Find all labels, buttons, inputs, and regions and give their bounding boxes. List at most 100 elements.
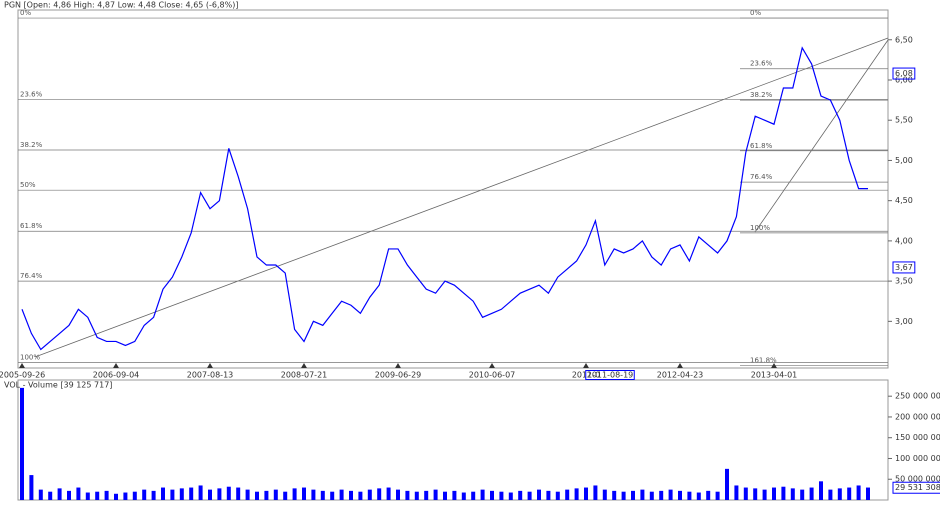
volume-bar [320, 490, 325, 500]
volume-bar [255, 491, 259, 500]
x-tick-label: 2010-06-07 [469, 371, 516, 380]
y-tick-label: 150 000 000 [895, 433, 940, 442]
y-tick-label: 6,00 [895, 75, 913, 84]
volume-bar [424, 490, 429, 500]
volume-bar [640, 489, 645, 500]
fib-label: 0% [20, 9, 31, 17]
volume-bar [273, 489, 278, 500]
date-marker [301, 363, 307, 368]
volume-bar [405, 490, 410, 500]
volume-bar [20, 387, 24, 500]
volume-bar [414, 491, 419, 500]
y-tick-label: 5,50 [895, 116, 913, 125]
volume-bar [377, 488, 382, 500]
volume-bar [367, 489, 372, 500]
volume-bar [226, 486, 231, 500]
fib-label: 100% [750, 224, 770, 232]
volume-bar [649, 491, 654, 500]
fib-label: 61.8% [750, 142, 773, 150]
volume-bar [179, 488, 184, 500]
volume-bar [283, 491, 288, 500]
date-marker [489, 363, 495, 368]
fib-label: 38.2% [20, 141, 43, 149]
y-tick-label: 4,50 [895, 196, 913, 205]
volume-bar [631, 490, 635, 500]
volume-bar [546, 490, 551, 500]
date-marker [19, 363, 25, 368]
value-marker-box [892, 67, 916, 80]
y-tick-label: 6,50 [895, 35, 913, 44]
fib-label: 76.4% [20, 272, 43, 280]
date-marker [771, 363, 777, 368]
date-marker [207, 363, 213, 368]
volume-bar [189, 487, 194, 500]
volume-bar [433, 489, 438, 500]
y-tick-label: 3,50 [895, 277, 913, 286]
volume-bar [38, 489, 43, 500]
volume-bar [734, 485, 739, 500]
volume-bar [452, 490, 457, 500]
volume-bar [471, 491, 476, 500]
fib-label: 76.4% [750, 173, 773, 181]
volume-bar [132, 491, 137, 500]
date-marker [677, 363, 683, 368]
fib-label: 50% [20, 181, 36, 189]
price-panel [17, 9, 889, 369]
fib-label: 161.8% [750, 357, 777, 365]
volume-bar [461, 492, 466, 500]
volume-bar [330, 491, 335, 500]
volume-bar [819, 481, 823, 500]
volume-bar [396, 489, 400, 500]
volume-bar [198, 485, 203, 500]
volume-bar [508, 492, 513, 500]
volume-bar [537, 489, 541, 500]
volume-bar [311, 489, 316, 500]
volume-bar [837, 488, 842, 500]
volume-bar [142, 489, 147, 500]
volume-bar [292, 488, 297, 500]
volume-bar [678, 490, 682, 500]
cursor-box [585, 370, 635, 380]
fib-label: 100% [20, 353, 40, 361]
volume-bar [527, 491, 532, 500]
volume-bar [302, 487, 306, 500]
volume-bar [518, 490, 523, 500]
volume-bar [668, 489, 673, 500]
volume-bar [602, 489, 607, 500]
volume-bar [358, 491, 363, 500]
volume-bar [236, 487, 241, 500]
y-tick-label: 3,00 [895, 317, 913, 326]
date-marker [395, 363, 401, 368]
volume-bar [762, 489, 767, 500]
volume-bar [245, 489, 250, 500]
value-marker: 29 531 308 [895, 483, 940, 492]
volume-bar [715, 491, 720, 500]
volume-bar [565, 489, 570, 500]
y-tick-label: 4,00 [895, 236, 913, 245]
volume-bar [621, 491, 626, 500]
trendline [34, 37, 889, 358]
fib-label: 0% [750, 9, 761, 17]
volume-bar [612, 490, 617, 500]
volume-bar [48, 491, 53, 500]
volume-bar [687, 491, 692, 500]
volume-bar [29, 475, 34, 500]
volume-bar [208, 489, 212, 500]
y-tick-label: 100 000 000 [895, 454, 940, 463]
volume-bar [349, 490, 353, 500]
volume-bar [555, 491, 560, 500]
volume-bar [85, 492, 90, 500]
volume-bar [574, 488, 579, 500]
x-tick-label: 2005-09-26 [0, 371, 45, 380]
x-tick-label: 2007-08-13 [187, 371, 234, 380]
fib-label: 61.8% [20, 222, 43, 230]
y-tick-label: 50 000 000 [895, 475, 940, 484]
volume-bar [743, 487, 748, 500]
fib-label: 23.6% [20, 90, 43, 98]
volume-bar [123, 492, 128, 500]
volume-bar [790, 488, 795, 500]
value-marker-box [892, 481, 940, 494]
volume-bar [490, 490, 494, 500]
